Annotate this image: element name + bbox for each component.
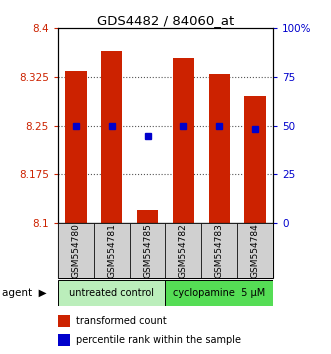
Bar xyxy=(209,74,230,223)
Bar xyxy=(65,70,87,223)
Text: transformed count: transformed count xyxy=(76,316,167,326)
Text: GSM554782: GSM554782 xyxy=(179,223,188,278)
Bar xyxy=(173,58,194,223)
Bar xyxy=(130,223,166,278)
Text: GSM554781: GSM554781 xyxy=(107,223,116,278)
Bar xyxy=(137,210,158,223)
Text: GSM554784: GSM554784 xyxy=(251,223,260,278)
Text: agent  ▶: agent ▶ xyxy=(2,288,46,298)
Bar xyxy=(58,334,70,346)
Bar xyxy=(58,280,166,306)
Text: untreated control: untreated control xyxy=(69,288,154,298)
Bar xyxy=(237,223,273,278)
Bar xyxy=(201,223,237,278)
Text: cyclopamine  5 μM: cyclopamine 5 μM xyxy=(173,288,265,298)
Bar xyxy=(101,51,122,223)
Bar xyxy=(166,280,273,306)
Text: percentile rank within the sample: percentile rank within the sample xyxy=(76,335,241,345)
Text: GSM554780: GSM554780 xyxy=(71,223,80,278)
Text: GSM554783: GSM554783 xyxy=(215,223,224,278)
Bar xyxy=(58,315,70,327)
Bar xyxy=(244,97,266,223)
Text: GSM554785: GSM554785 xyxy=(143,223,152,278)
Bar xyxy=(94,223,130,278)
Bar xyxy=(58,223,94,278)
Bar xyxy=(166,223,201,278)
Title: GDS4482 / 84060_at: GDS4482 / 84060_at xyxy=(97,14,234,27)
